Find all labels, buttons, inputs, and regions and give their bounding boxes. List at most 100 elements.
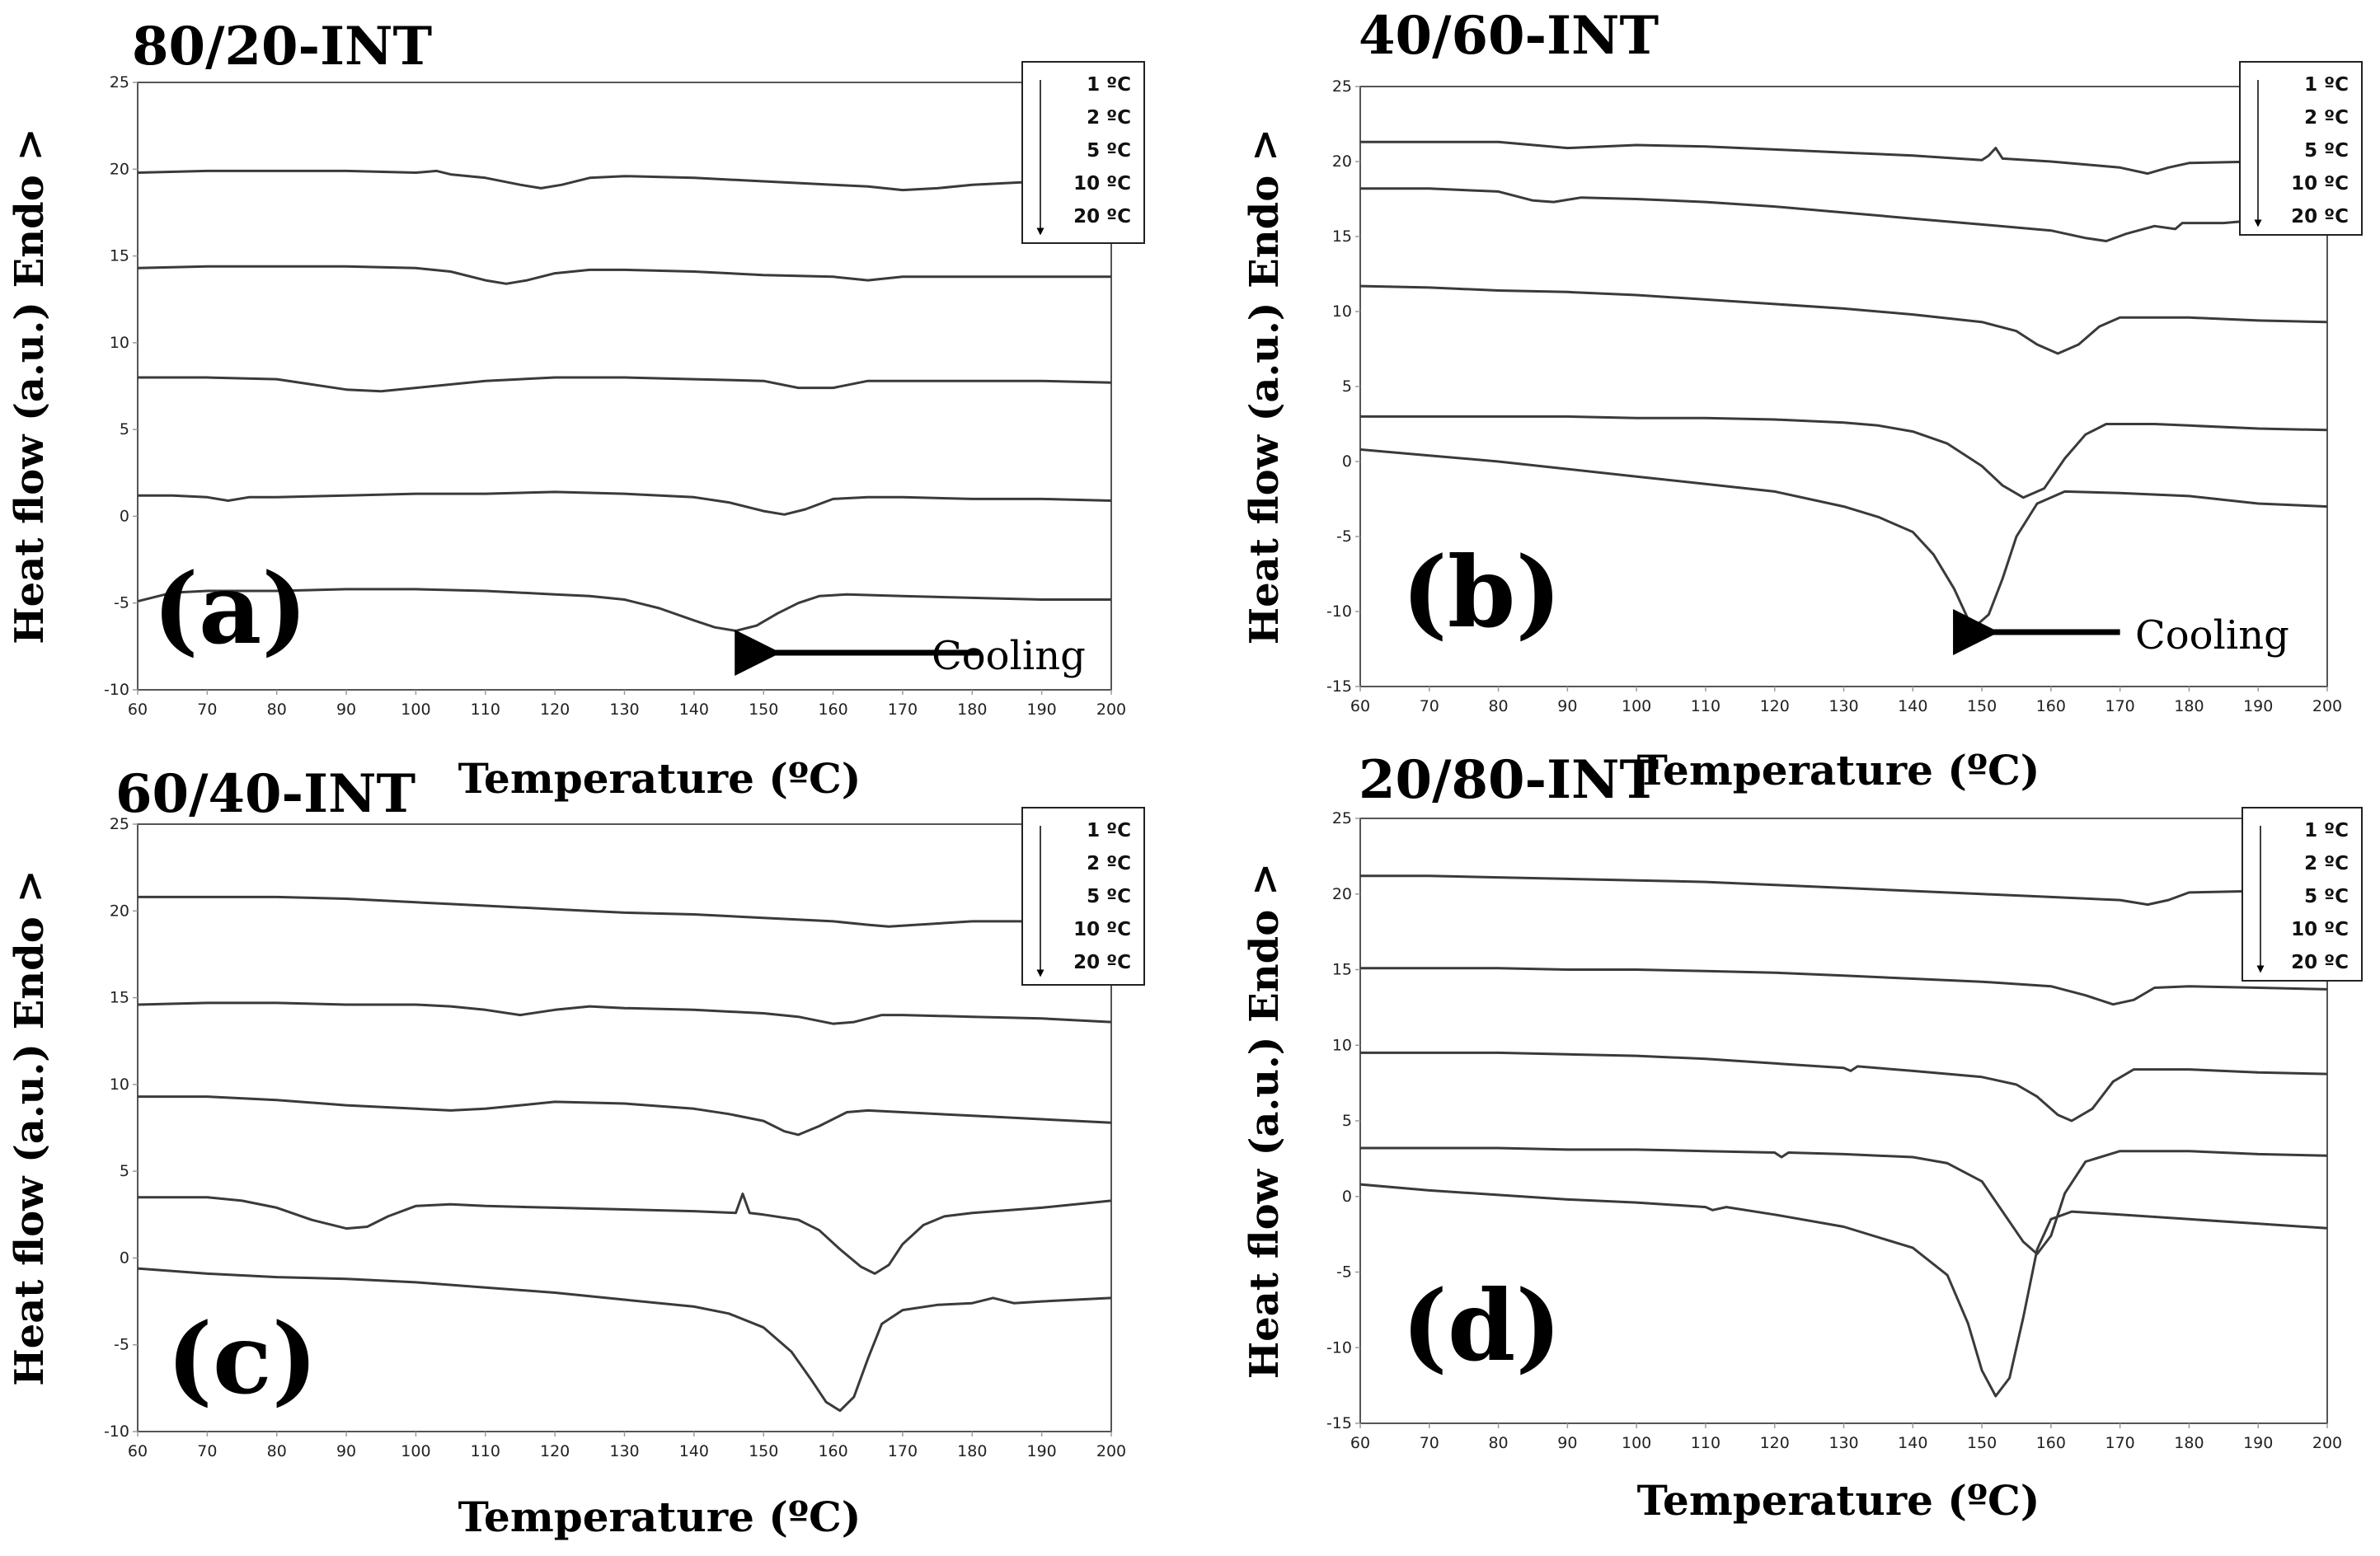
legend-item-5: 20 ºC (2291, 206, 2349, 227)
legend: 1 ºC 2 ºC 5 ºC 10 ºC 20 ºC (1021, 61, 1145, 244)
y-tick-label: -15 (1326, 677, 1352, 696)
series-line-3 (1359, 284, 2328, 355)
y-tick-label: 10 (1332, 1036, 1352, 1054)
legend: 1 ºC 2 ºC 5 ºC 10 ºC 20 ºC (1021, 807, 1145, 986)
y-tick-label: 15 (1332, 961, 1352, 979)
y-tick-label: 5 (1342, 377, 1352, 396)
x-tick-label: 120 (1760, 697, 1790, 715)
x-tick-label: 190 (1027, 1442, 1057, 1460)
y-tick-label: 0 (1342, 1188, 1352, 1206)
x-tick-label: 110 (1691, 1434, 1720, 1452)
x-axis-label: Temperature (ºC) (458, 754, 861, 803)
y-tick-label: -15 (1326, 1414, 1352, 1432)
x-tick-label: 160 (818, 1442, 847, 1460)
x-tick-label: 130 (1828, 697, 1858, 715)
x-tick-label: 180 (2174, 1434, 2204, 1452)
x-tick-label: 100 (1622, 1434, 1651, 1452)
x-tick-label: 60 (128, 701, 148, 719)
x-tick-label: 180 (957, 701, 987, 719)
x-tick-label: 60 (1350, 697, 1370, 715)
y-tick-label: 0 (1342, 452, 1352, 471)
y-tick-label: -5 (114, 1336, 129, 1354)
y-tick-label: 0 (120, 1249, 129, 1267)
x-tick-label: 170 (2105, 697, 2135, 715)
legend-item-4: 10 ºC (2291, 919, 2349, 940)
x-tick-label: 140 (1898, 1434, 1927, 1452)
legend-item-2: 2 ºC (1087, 107, 1131, 129)
legend-item-3: 5 ºC (2304, 886, 2349, 907)
series-line-2 (137, 265, 1111, 285)
legend-item-1: 1 ºC (1087, 820, 1131, 841)
legend-box (2242, 807, 2363, 982)
x-tick-label: 150 (749, 1442, 778, 1460)
y-tick-label: 25 (1332, 77, 1352, 96)
series-line-5 (137, 588, 1111, 632)
x-tick-label: 120 (540, 1442, 570, 1460)
legend: 1 ºC 2 ºC 5 ºC 10 ºC 20 ºC (2242, 807, 2363, 982)
x-tick-label: 140 (1898, 697, 1927, 715)
x-tick-label: 80 (267, 701, 287, 719)
x-tick-label: 110 (471, 1442, 500, 1460)
y-tick-label: 10 (110, 1076, 129, 1094)
x-tick-label: 110 (471, 701, 500, 719)
x-tick-label: 80 (267, 1442, 287, 1460)
x-tick-label: 170 (2105, 1434, 2135, 1452)
y-tick-label: 5 (1342, 1112, 1352, 1130)
y-tick-label: 5 (120, 420, 129, 438)
x-tick-label: 70 (197, 1442, 217, 1460)
legend-item-2: 2 ºC (2304, 853, 2349, 874)
y-tick-label: -10 (1326, 602, 1352, 621)
legend-item-4: 10 ºC (1073, 919, 1131, 940)
x-tick-label: 90 (1557, 1434, 1577, 1452)
x-tick-label: 160 (2036, 697, 2066, 715)
y-tick-label: 25 (110, 815, 129, 833)
y-tick-label: 25 (1332, 809, 1352, 827)
y-tick-label: 20 (1332, 152, 1352, 171)
series-line-4 (1360, 1146, 2328, 1255)
series-line-4 (138, 490, 1112, 516)
panel-title: 60/40-INT (115, 763, 415, 825)
series-line-5 (1359, 1183, 2328, 1398)
x-tick-label: 150 (1967, 697, 1997, 715)
series-line-1 (137, 169, 1112, 192)
panel-title: 20/80-INT (1359, 749, 1659, 811)
y-tick-label: 20 (1332, 885, 1352, 903)
y-tick-label: -5 (1336, 527, 1352, 546)
x-tick-label: 60 (1350, 1434, 1370, 1452)
x-tick-label: 140 (679, 1442, 709, 1460)
y-tick-label: -10 (104, 681, 129, 699)
y-axis-label: Heat flow (a.u.) Endo > (1242, 863, 1288, 1379)
cooling-annotation: Cooling (932, 633, 1086, 679)
x-tick-label: 90 (1557, 697, 1577, 715)
series-line-5 (1359, 448, 2328, 628)
series-line-3 (138, 376, 1112, 393)
x-tick-label: 110 (1691, 697, 1720, 715)
x-tick-label: 100 (1622, 697, 1651, 715)
x-tick-label: 130 (609, 701, 639, 719)
x-axis-label: Temperature (ºC) (458, 1493, 861, 1541)
legend-item-3: 5 ºC (2304, 140, 2349, 162)
x-tick-label: 100 (401, 701, 430, 719)
y-tick-label: 25 (110, 73, 129, 91)
x-tick-label: 200 (2312, 697, 2342, 715)
x-tick-label: 150 (749, 701, 778, 719)
series-line-4 (138, 1193, 1112, 1275)
x-tick-label: 180 (2174, 697, 2204, 715)
series-line-2 (1360, 187, 2328, 242)
y-tick-label: -5 (1336, 1263, 1352, 1282)
legend-item-5: 20 ºC (2291, 952, 2349, 973)
legend-item-1: 1 ºC (2304, 820, 2349, 841)
y-tick-label: -5 (114, 594, 129, 612)
y-tick-label: 15 (1332, 227, 1352, 246)
series-line-5 (137, 1267, 1112, 1413)
series-line-3 (1360, 1051, 2328, 1122)
panel-label: (a) (153, 551, 307, 666)
legend: 1 ºC 2 ºC 5 ºC 10 ºC 20 ºC (2239, 61, 2363, 236)
y-tick-label: -10 (1326, 1338, 1352, 1357)
legend-item-2: 2 ºC (1087, 853, 1131, 874)
y-tick-label: 0 (120, 507, 129, 525)
series-line-3 (138, 1095, 1112, 1137)
cooling-annotation: Cooling (2135, 612, 2289, 658)
